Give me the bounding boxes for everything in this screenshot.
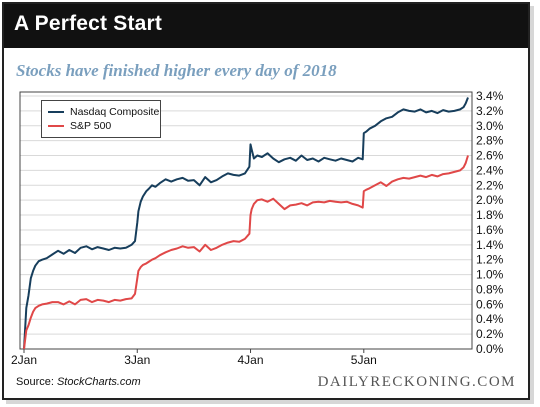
y-tick-label-7: 1.4% bbox=[476, 238, 504, 252]
y-tick-layer: 0.0%0.2%0.4%0.6%0.8%1.0%1.2%1.4%1.6%1.8%… bbox=[476, 89, 504, 356]
y-tick-label-0: 0.0% bbox=[476, 342, 504, 356]
source-note: Source: StockCharts.com bbox=[16, 376, 141, 388]
source-prefix: Source: bbox=[16, 376, 57, 388]
legend-swatch-nasdaq bbox=[48, 110, 64, 114]
series-line-sp500 bbox=[23, 155, 469, 350]
y-tick-label-4: 0.8% bbox=[476, 282, 504, 296]
plot-frame bbox=[19, 91, 473, 350]
legend-item-nasdaq: Nasdaq Composite bbox=[48, 105, 159, 119]
legend-label-sp500: S&P 500 bbox=[70, 120, 112, 132]
chart-card: A Perfect Start Stocks have finished hig… bbox=[2, 2, 530, 400]
y-tick-label-10: 2.0% bbox=[476, 193, 504, 207]
series-layer bbox=[23, 97, 469, 350]
legend-label-nasdaq: Nasdaq Composite bbox=[70, 106, 160, 118]
x-tick-label-3: 5Jan bbox=[351, 353, 377, 367]
x-tick-layer: 2Jan 3Jan 4Jan 5Jan bbox=[11, 349, 377, 367]
brand-watermark: DAILYRECKONING.COM bbox=[317, 374, 516, 390]
y-tick-label-17: 3.4% bbox=[476, 89, 504, 103]
y-tick-label-2: 0.4% bbox=[476, 312, 504, 326]
x-tick-label-1: 3Jan bbox=[124, 353, 150, 367]
source-name: StockCharts.com bbox=[56, 376, 141, 388]
y-tick-label-11: 2.2% bbox=[476, 178, 504, 192]
series-line-nasdaq bbox=[23, 97, 469, 350]
grid-layer bbox=[20, 95, 472, 350]
line-chart: 2Jan 3Jan 4Jan 5Jan 0.0%0.2%0.4%0.6%0.8%1.0… bbox=[11, 89, 504, 367]
chart-subtitle: Stocks have finished higher every day of… bbox=[16, 61, 337, 80]
title-bar: A Perfect Start bbox=[4, 4, 528, 48]
y-tick-label-13: 2.6% bbox=[476, 149, 504, 163]
y-tick-label-15: 3.0% bbox=[476, 119, 504, 133]
legend: Nasdaq Composite S&P 500 bbox=[41, 100, 161, 138]
y-tick-label-9: 1.8% bbox=[476, 208, 504, 222]
legend-swatch-sp500 bbox=[48, 124, 64, 128]
y-tick-label-3: 0.6% bbox=[476, 297, 504, 311]
y-tick-label-16: 3.2% bbox=[476, 104, 504, 118]
y-tick-label-12: 2.4% bbox=[476, 163, 504, 177]
y-tick-label-6: 1.2% bbox=[476, 253, 504, 267]
y-tick-label-5: 1.0% bbox=[476, 268, 504, 282]
y-tick-label-1: 0.2% bbox=[476, 327, 504, 341]
x-tick-label-2: 4Jan bbox=[238, 353, 264, 367]
chart-title: A Perfect Start bbox=[14, 12, 163, 35]
legend-item-sp500: S&P 500 bbox=[48, 119, 111, 133]
x-tick-label-0: 2Jan bbox=[11, 353, 37, 367]
y-tick-label-8: 1.6% bbox=[476, 223, 504, 237]
y-tick-label-14: 2.8% bbox=[476, 134, 504, 148]
